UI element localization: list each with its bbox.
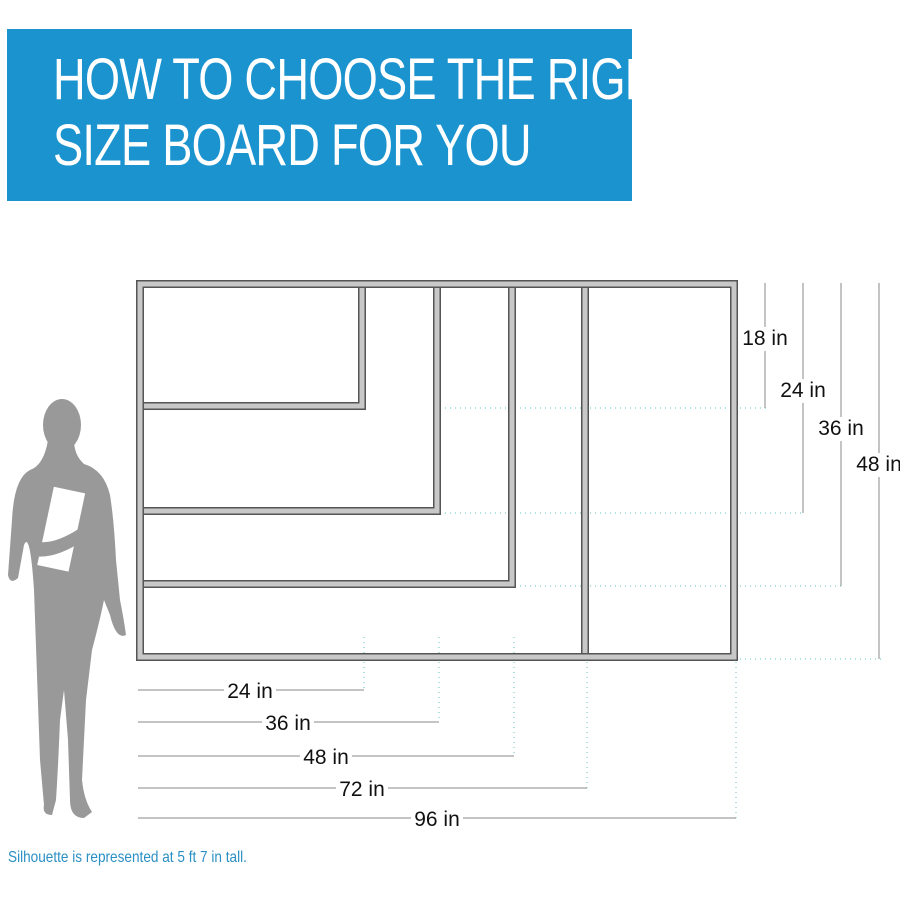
silhouette-caption: Silhouette is represented at 5 ft 7 in t… [8,849,247,866]
width-label: 72 in [339,778,385,801]
width-label: 24 in [227,680,273,703]
page-title: HOW TO CHOOSE THE RIGHT SIZE BOARD FOR Y… [53,47,684,179]
height-label: 18 in [742,327,788,350]
height-label: 24 in [780,379,826,402]
board-frame-36x24 [136,280,441,515]
title-line-2: SIZE BOARD FOR YOU [53,113,532,178]
board-frame-96x48 [136,280,738,661]
height-label: 48 in [856,453,900,476]
title-banner: HOW TO CHOOSE THE RIGHT SIZE BOARD FOR Y… [7,29,684,201]
board-frame-24x18 [136,280,366,410]
title-line-1: HOW TO CHOOSE THE RIGHT [53,47,684,112]
height-label: 36 in [818,417,864,440]
width-label: 36 in [265,712,311,735]
board-frame-48x36 [136,280,516,588]
woman-silhouette-icon [8,399,126,818]
width-label: 48 in [303,746,349,769]
width-label: 96 in [414,808,460,831]
